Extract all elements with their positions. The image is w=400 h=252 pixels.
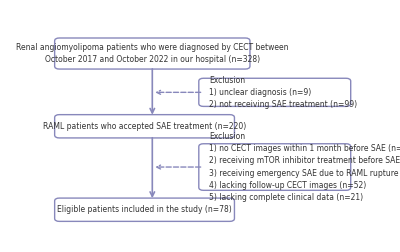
Text: RAML patients who accepted SAE treatment (n=220): RAML patients who accepted SAE treatment… bbox=[43, 122, 246, 131]
Text: Exclusion
1) no CECT images within 1 month before SAE (n=49)
2) receiving mTOR i: Exclusion 1) no CECT images within 1 mon… bbox=[209, 132, 400, 202]
FancyBboxPatch shape bbox=[55, 38, 250, 69]
Text: Exclusion
1) unclear diagnosis (n=9)
2) not receiving SAE treatment (n=99): Exclusion 1) unclear diagnosis (n=9) 2) … bbox=[209, 76, 357, 109]
FancyBboxPatch shape bbox=[55, 198, 234, 221]
Text: Renal angiomyolipoma patients who were diagnosed by CECT between
October 2017 an: Renal angiomyolipoma patients who were d… bbox=[16, 43, 288, 64]
FancyBboxPatch shape bbox=[55, 115, 234, 138]
Text: Eligible patients included in the study (n=78): Eligible patients included in the study … bbox=[57, 205, 232, 214]
FancyBboxPatch shape bbox=[199, 144, 351, 190]
FancyBboxPatch shape bbox=[199, 78, 351, 106]
